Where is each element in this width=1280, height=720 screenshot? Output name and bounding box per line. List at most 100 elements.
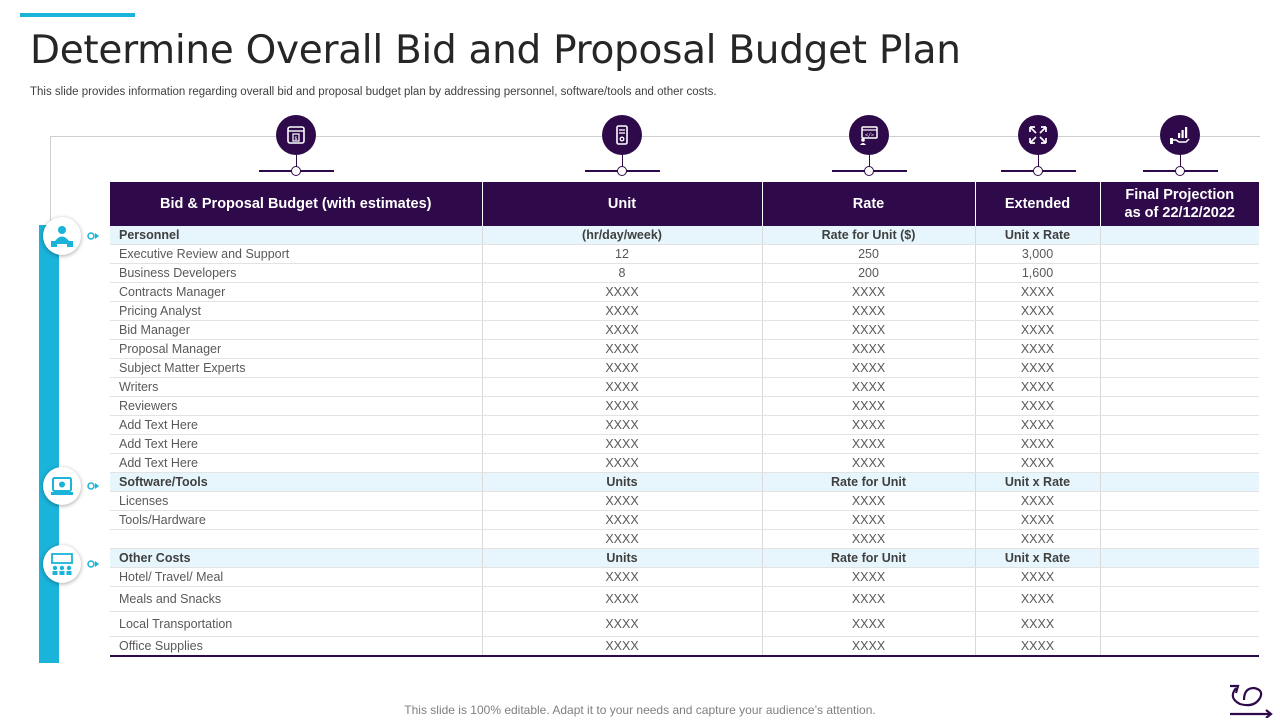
- table-section-row: Other Costs Units Rate for Unit Unit x Rate: [110, 548, 1259, 568]
- table-cell-c0: Add Text Here: [110, 415, 483, 435]
- table-cell-c4: [1100, 244, 1259, 264]
- table-row: Subject Matter Experts XXXX XXXX XXXX: [110, 358, 1259, 378]
- column-header-final-projection: Final Projection as of 22/12/2022: [1100, 182, 1259, 226]
- table-cell-c2: XXXX: [762, 434, 976, 454]
- table-cell-c1: XXXX: [482, 301, 763, 321]
- personnel-group-icon: [43, 217, 81, 255]
- table-cell-c0: Personnel: [110, 226, 483, 245]
- table-cell-c3: XXXX: [975, 282, 1101, 302]
- table-cell-c3: XXXX: [975, 586, 1101, 612]
- table-cell-c3: XXXX: [975, 491, 1101, 511]
- table-cell-c1: XXXX: [482, 510, 763, 530]
- table-row: Add Text Here XXXX XXXX XXXX: [110, 453, 1259, 473]
- table-cell-c0: Other Costs: [110, 548, 483, 568]
- table-cell-c3: XXXX: [975, 434, 1101, 454]
- section-marker-icon: [87, 482, 99, 490]
- table-cell-c3: XXXX: [975, 567, 1101, 587]
- table-cell-c1: 12: [482, 244, 763, 264]
- table-cell-c2: 200: [762, 263, 976, 283]
- table-cell-c0: Hotel/ Travel/ Meal: [110, 567, 483, 587]
- accent-bar: [20, 13, 135, 17]
- table-row: Meals and Snacks XXXX XXXX XXXX: [110, 586, 1259, 612]
- table-cell-c3: XXXX: [975, 611, 1101, 637]
- table-cell-c2: XXXX: [762, 636, 976, 657]
- code-window-user-icon: </>: [849, 115, 889, 155]
- table-row: Contracts Manager XXXX XXXX XXXX: [110, 282, 1259, 302]
- table-cell-c2: Rate for Unit: [762, 472, 976, 492]
- table-cell-c0: Tools/Hardware: [110, 510, 483, 530]
- table-cell-c0: Executive Review and Support: [110, 244, 483, 264]
- table-row: Local Transportation XXXX XXXX XXXX: [110, 611, 1259, 637]
- table-cell-c2: XXXX: [762, 611, 976, 637]
- connector: [1180, 155, 1181, 169]
- table-section-row: Software/Tools Units Rate for Unit Unit x R…: [110, 472, 1259, 492]
- connector-knob: [1033, 166, 1043, 176]
- column-header-budget: Bid & Proposal Budget (with estimates): [110, 182, 483, 226]
- table-cell-c3: Unit x Rate: [975, 472, 1101, 492]
- table-cell-c3: 3,000: [975, 244, 1101, 264]
- connector-knob: [617, 166, 627, 176]
- table-cell-c3: Unit x Rate: [975, 548, 1101, 568]
- table-cell-c4: [1100, 282, 1259, 302]
- table-cell-c4: [1100, 226, 1259, 245]
- table-cell-c2: XXXX: [762, 529, 976, 549]
- table-cell-c4: [1100, 636, 1259, 657]
- table-cell-c4: [1100, 320, 1259, 340]
- final-projection-line1: Final Projection: [1125, 187, 1235, 203]
- table-row: Reviewers XXXX XXXX XXXX: [110, 396, 1259, 416]
- footer-note: This slide is 100% editable. Adapt it to…: [404, 703, 876, 717]
- final-projection-line2: as of 22/12/2022: [1124, 205, 1235, 221]
- table-cell-c1: XXXX: [482, 415, 763, 435]
- table-cell-c4: [1100, 586, 1259, 612]
- server-icon: [602, 115, 642, 155]
- table-cell-c1: XXXX: [482, 320, 763, 340]
- frame-line: [50, 136, 1260, 137]
- table-cell-c2: XXXX: [762, 320, 976, 340]
- table-cell-c0: Pricing Analyst: [110, 301, 483, 321]
- column-header-unit: Unit: [482, 182, 763, 226]
- table-cell-c1: XXXX: [482, 636, 763, 657]
- table-row: Hotel/ Travel/ Meal XXXX XXXX XXXX: [110, 567, 1259, 587]
- hand-chart-icon: [1160, 115, 1200, 155]
- table-cell-c2: XXXX: [762, 301, 976, 321]
- table-row: Add Text Here XXXX XXXX XXXX: [110, 415, 1259, 435]
- table-cell-c4: [1100, 396, 1259, 416]
- table-row: Office Supplies XXXX XXXX XXXX: [110, 636, 1259, 657]
- section-marker-icon: [87, 232, 99, 240]
- table-cell-c1: XXXX: [482, 434, 763, 454]
- table-cell-c1: XXXX: [482, 358, 763, 378]
- page-title: Determine Overall Bid and Proposal Budge…: [30, 28, 961, 73]
- table-cell-c3: XXXX: [975, 453, 1101, 473]
- table-cell-c3: XXXX: [975, 510, 1101, 530]
- frame-line-vertical: [50, 136, 51, 226]
- connector: [869, 155, 870, 169]
- table-cell-c0: Reviewers: [110, 396, 483, 416]
- table-row: Bid Manager XXXX XXXX XXXX: [110, 320, 1259, 340]
- table-cell-c1: (hr/day/week): [482, 226, 763, 245]
- table-cell-c3: XXXX: [975, 358, 1101, 378]
- table-header-row: Bid & Proposal Budget (with estimates) U…: [110, 182, 1259, 226]
- table-cell-c1: XXXX: [482, 282, 763, 302]
- table-cell-c4: [1100, 472, 1259, 492]
- table-cell-c3: XXXX: [975, 529, 1101, 549]
- table-cell-c4: [1100, 529, 1259, 549]
- table-cell-c0: [110, 529, 483, 549]
- table-cell-c0: Proposal Manager: [110, 339, 483, 359]
- table-cell-c0: Contracts Manager: [110, 282, 483, 302]
- table-cell-c3: Unit x Rate: [975, 226, 1101, 245]
- table-cell-c4: [1100, 301, 1259, 321]
- svg-text:</>: </>: [865, 133, 874, 139]
- table-cell-c3: 1,600: [975, 263, 1101, 283]
- table-cell-c1: XXXX: [482, 611, 763, 637]
- table-cell-c2: 250: [762, 244, 976, 264]
- table-cell-c3: XXXX: [975, 636, 1101, 657]
- page-subtitle: This slide provides information regardin…: [30, 86, 717, 98]
- table-cell-c0: Bid Manager: [110, 320, 483, 340]
- table-cell-c2: Rate for Unit ($): [762, 226, 976, 245]
- table-cell-c0: Local Transportation: [110, 611, 483, 637]
- table-cell-c3: XXXX: [975, 320, 1101, 340]
- column-header-rate: Rate: [762, 182, 976, 226]
- connector-knob: [1175, 166, 1185, 176]
- table-cell-c1: XXXX: [482, 377, 763, 397]
- table-cell-c4: [1100, 548, 1259, 568]
